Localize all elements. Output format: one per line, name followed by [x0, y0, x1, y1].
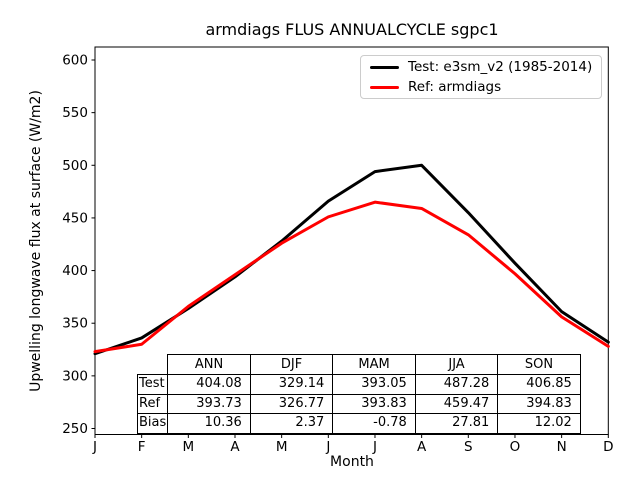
stats-value-cell: 394.83 [497, 393, 581, 414]
stats-table-header-row: ANN DJF MAM JJA SON [138, 354, 581, 375]
y-tick-label: 400 [62, 263, 88, 279]
x-tick-label: M [182, 439, 194, 455]
stats-column-header: SON [497, 354, 581, 375]
x-tick-label: O [510, 439, 521, 455]
stats-value-cell: 393.83 [332, 393, 416, 414]
stats-column-header: MAM [332, 354, 416, 375]
stats-value-cell: 393.05 [332, 374, 416, 395]
legend-entry-test: Test: e3sm_v2 (1985-2014) [370, 57, 601, 77]
stats-value-cell: 459.47 [414, 393, 499, 414]
stats-row-label: Bias [136, 413, 169, 434]
x-tick-label: S [464, 439, 473, 455]
test-line-sample [370, 65, 399, 69]
x-tick-label: J [92, 439, 97, 455]
axes-frame [94, 46, 609, 435]
y-tick-label: 450 [62, 210, 88, 226]
y-tick-label: 250 [62, 421, 88, 437]
series-line-ref [93, 200, 610, 354]
stats-table: ANN DJF MAM JJA SON Test 404.08 329.14 393.05 48… [136, 354, 581, 434]
stats-table-corner [138, 355, 168, 375]
stats-row-label: Test [136, 374, 169, 395]
stats-value-cell: 487.28 [414, 374, 499, 395]
y-tick-label: 350 [62, 316, 88, 332]
stats-column-header: JJA [414, 354, 499, 375]
stats-column-header: ANN [167, 354, 251, 375]
legend-entry-ref: Ref: armdiags [370, 77, 601, 97]
x-tick-label: A [417, 439, 427, 455]
x-tick-label: N [557, 439, 567, 455]
y-tick-label: 550 [62, 105, 88, 121]
x-tick-label: D [603, 439, 613, 455]
x-tick-label: J [372, 439, 377, 455]
stats-value-cell: 27.81 [414, 413, 499, 434]
stats-value-cell: 326.77 [249, 393, 334, 414]
legend-label-ref: Ref: armdiags [408, 79, 502, 95]
legend: Test: e3sm_v2 (1985-2014) Ref: armdiags [360, 55, 602, 99]
ref-line-sample [370, 85, 399, 89]
stats-row-bias: Bias 10.36 2.37 -0.78 27.81 12.02 [136, 413, 581, 434]
stats-row-ref: Ref 393.73 326.77 393.83 459.47 394.83 [136, 393, 581, 414]
stats-value-cell: 2.37 [249, 413, 334, 434]
y-tick-label: 300 [62, 368, 88, 384]
stats-value-cell: 329.14 [249, 374, 334, 395]
x-tick-label: J [325, 439, 330, 455]
stats-row-label: Ref [136, 393, 169, 414]
stats-value-cell: 393.73 [167, 393, 251, 414]
stats-value-cell: 12.02 [497, 413, 581, 434]
stats-value-cell: 10.36 [167, 413, 251, 434]
chart-title: armdiags FLUS ANNUALCYCLE sgpc1 [205, 20, 499, 39]
stats-value-cell: 406.85 [497, 374, 581, 395]
y-axis-label: Upwelling longwave flux at surface (W/m2… [28, 90, 44, 392]
x-tick-label: F [138, 439, 146, 455]
stats-column-header: DJF [249, 354, 334, 375]
x-axis-label: Month [330, 454, 374, 470]
stats-value-cell: 404.08 [167, 374, 251, 395]
series-line-test [93, 163, 610, 356]
x-tick-label: M [276, 439, 288, 455]
y-tick-label: 500 [62, 158, 88, 174]
x-tick-label: A [230, 439, 240, 455]
stats-table-body: Test 404.08 329.14 393.05 487.28 406.85 Ref 393… [136, 374, 581, 434]
stats-row-test: Test 404.08 329.14 393.05 487.28 406.85 [136, 374, 581, 395]
y-tick-label: 600 [62, 53, 88, 69]
legend-label-test: Test: e3sm_v2 (1985-2014) [408, 59, 593, 75]
stats-value-cell: -0.78 [332, 413, 416, 434]
